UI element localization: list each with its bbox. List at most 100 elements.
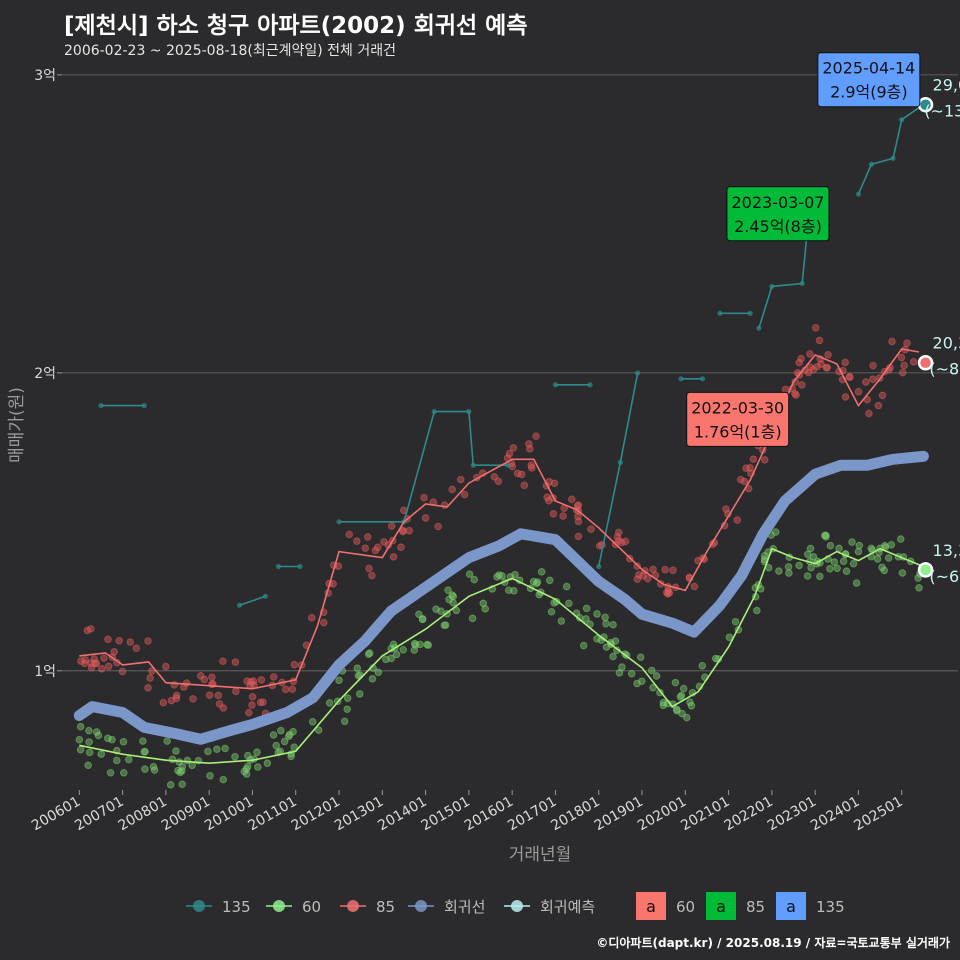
- data-point-85: [733, 516, 742, 524]
- data-point-60: [242, 765, 251, 773]
- data-point-85: [574, 532, 583, 541]
- data-point-85: [862, 378, 870, 386]
- data-point-60: [364, 650, 373, 658]
- data-point-60: [75, 735, 84, 744]
- data-point-85: [373, 543, 382, 552]
- x-tick-label: 202401: [808, 794, 862, 835]
- data-point-60: [582, 604, 591, 613]
- data-point-60: [532, 579, 541, 588]
- data-point-60: [822, 531, 830, 540]
- forecast-point-60: [917, 562, 934, 578]
- series-135-line: [857, 104, 924, 195]
- data-point-60: [213, 745, 221, 753]
- data-point-60: [914, 574, 922, 582]
- data-point-85: [854, 387, 863, 396]
- data-point-60: [387, 654, 396, 663]
- data-point-85: [397, 543, 405, 551]
- legend-item-1: 135: [186, 898, 251, 916]
- data-point-60: [244, 751, 252, 760]
- data-point-85: [532, 432, 540, 440]
- data-point-60: [470, 575, 479, 584]
- legend-swatch: [347, 900, 359, 912]
- data-point-135: [275, 563, 282, 570]
- data-point-85: [865, 409, 873, 418]
- data-point-60: [633, 679, 641, 688]
- data-point-85: [290, 660, 299, 669]
- data-point-60: [775, 567, 783, 575]
- data-point-60: [112, 756, 121, 765]
- data-point-85: [208, 673, 216, 682]
- data-point-60: [183, 756, 192, 765]
- series-135-line: [339, 410, 508, 523]
- data-point-60: [368, 675, 377, 683]
- data-point-60: [168, 755, 177, 764]
- legend-box-label: 60: [676, 898, 695, 916]
- data-point-85: [823, 363, 832, 372]
- data-point-85: [126, 638, 135, 646]
- data-point-60: [178, 780, 187, 789]
- data-point-85: [527, 461, 536, 470]
- data-point-60: [172, 747, 180, 755]
- x-tick-label: 201701: [505, 794, 559, 835]
- data-point-60: [833, 564, 841, 573]
- legend-swatch: [415, 900, 427, 912]
- data-point-85: [633, 575, 642, 583]
- data-point-85: [633, 562, 642, 570]
- y-tick-label: 1억: [34, 664, 56, 680]
- data-point-60: [119, 768, 128, 777]
- forecast-area-label: (~60㎡): [929, 567, 960, 586]
- x-tick-label: 200901: [159, 794, 213, 835]
- data-point-85: [389, 553, 398, 561]
- data-point-85: [421, 514, 430, 522]
- data-point-60: [287, 752, 295, 761]
- data-point-85: [760, 455, 769, 464]
- annotation-rect: [686, 391, 790, 447]
- data-point-85: [104, 635, 112, 644]
- data-point-60: [340, 717, 349, 726]
- data-point-60: [873, 555, 882, 563]
- data-point-60: [627, 669, 636, 678]
- legend-box-swatch: [706, 892, 736, 920]
- x-tick-label: 201501: [419, 794, 473, 835]
- data-point-85: [259, 698, 267, 706]
- forecast-point-85: [917, 354, 934, 371]
- data-point-60: [479, 599, 488, 608]
- forecast-value-label: 13,388: [933, 541, 960, 560]
- data-point-60: [898, 569, 907, 577]
- data-point-135: [262, 593, 269, 599]
- data-point-85: [690, 582, 699, 591]
- data-point-60: [139, 737, 147, 745]
- data-point-85: [387, 522, 396, 530]
- data-point-85: [806, 350, 814, 358]
- data-point-60: [103, 734, 112, 743]
- data-point-60: [649, 683, 657, 692]
- data-point-60: [415, 610, 423, 619]
- data-point-85: [232, 687, 240, 696]
- data-point-60: [423, 640, 431, 649]
- data-point-85: [815, 336, 824, 345]
- data-point-135: [470, 462, 476, 468]
- data-point-85: [742, 464, 750, 472]
- data-point-85: [549, 510, 558, 518]
- series-135-line: [758, 238, 808, 329]
- data-point-60: [468, 614, 477, 623]
- data-point-85: [888, 337, 896, 346]
- x-tick-label: 202001: [635, 794, 689, 835]
- data-point-85: [320, 618, 328, 627]
- data-point-85: [517, 470, 526, 479]
- data-point-85: [811, 323, 820, 332]
- data-point-60: [510, 586, 518, 595]
- legend-swatch: [193, 900, 205, 912]
- data-point-60: [92, 728, 101, 736]
- data-point-60: [760, 551, 769, 560]
- data-point-85: [804, 368, 813, 377]
- data-point-85: [509, 444, 518, 452]
- data-point-60: [272, 741, 280, 750]
- legend-item-4: 회귀선: [408, 898, 485, 916]
- x-tick-label: 201901: [592, 794, 646, 835]
- legend-box-label: 135: [816, 898, 845, 916]
- data-point-60: [76, 745, 85, 754]
- data-point-60: [343, 705, 352, 714]
- data-point-60: [677, 691, 686, 700]
- legend-box-135: a 135: [776, 892, 845, 920]
